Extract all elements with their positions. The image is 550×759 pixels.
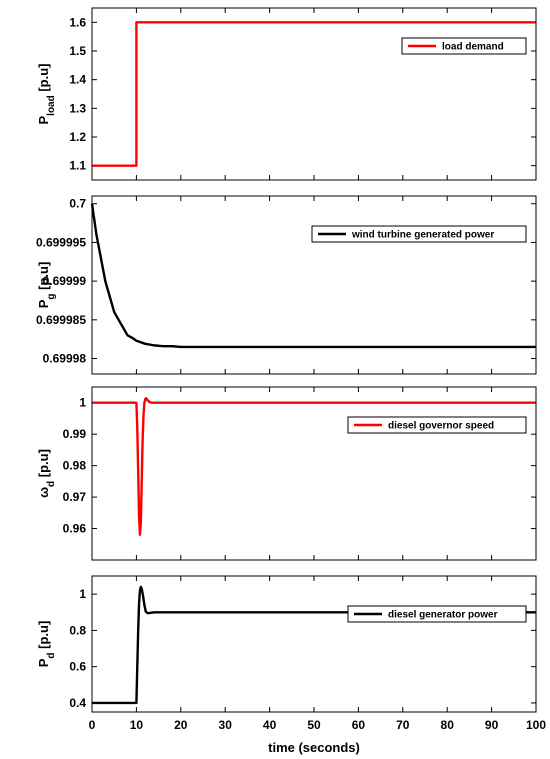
legend-box: [401, 37, 527, 55]
y-tick-label: 0.97: [63, 490, 87, 504]
x-tick-label: 0: [89, 718, 96, 732]
y-tick-label: 1: [79, 587, 86, 601]
legend: wind turbine generated power: [311, 225, 527, 243]
y-tick-label: 0.6: [69, 660, 86, 674]
y-tick-label: 1.3: [69, 101, 86, 115]
y-tick-label: 1.1: [69, 159, 86, 173]
plot-frame: [91, 386, 537, 561]
y-tick-label: 0.8: [69, 623, 86, 637]
x-tick-label: 20: [174, 718, 188, 732]
plot-area: [92, 8, 536, 180]
x-tick-label: 100: [526, 718, 546, 732]
x-tick-label: 40: [263, 718, 277, 732]
x-axis-label: time (seconds): [268, 740, 360, 755]
series-line-1: [92, 585, 536, 705]
y-tick-label: 1.5: [69, 44, 86, 58]
y-tick-label: 0.69998: [43, 352, 87, 366]
x-tick-label: 70: [396, 718, 410, 732]
legend-entry: load demand: [442, 42, 504, 53]
x-tick-label: 80: [441, 718, 455, 732]
legend-box: [311, 225, 527, 243]
plot-frame: [91, 7, 537, 181]
y-axis-label: Pd [p.u]: [36, 621, 57, 668]
y-tick-label: 1: [79, 396, 86, 410]
y-tick-label: 0.699985: [36, 313, 86, 327]
x-tick-label: 60: [352, 718, 366, 732]
legend-entry: wind turbine generated power: [351, 230, 494, 241]
series-line-1: [92, 397, 536, 537]
series-line-1: [90, 203, 536, 349]
plot-area: [92, 576, 536, 712]
subplot-2: 0.69998 0.699985 0.69999 0.699995 0.7 wind tu…: [36, 195, 537, 375]
legend: load demand: [401, 37, 527, 55]
series-line-1: [92, 21, 536, 167]
y-tick-label: 1.6: [69, 15, 86, 29]
y-tick-label: 0.699995: [36, 235, 86, 249]
x-tick-label: 30: [219, 718, 233, 732]
subplot-1: 1.1 1.2 1.3 1.4 1.5 1.6 load demand Pload [p.u]: [36, 7, 537, 181]
y-tick-label: 0.99: [63, 427, 87, 441]
y-tick-label: 0.98: [63, 459, 87, 473]
y-tick-label: 1.4: [69, 73, 86, 87]
y-tick-label: 0.4: [69, 696, 86, 710]
x-tick-label: 90: [485, 718, 499, 732]
y-tick-label: 0.96: [63, 522, 87, 536]
y-tick-label: 0.7: [69, 197, 86, 211]
plot-frame: [91, 575, 537, 713]
legend: diesel governor speed: [347, 416, 527, 434]
subplot-3: 0.96 0.97 0.98 0.99 1 diesel governor speed ωd…: [36, 386, 537, 561]
y-tick-label: 1.2: [69, 130, 86, 144]
y-tick-label: 0.69999: [43, 274, 87, 288]
y-axis-label: Pg [p.u]: [36, 262, 57, 309]
legend-box: [347, 416, 527, 434]
legend-entry: diesel generator power: [388, 610, 498, 621]
y-axis-label: Pload [p.u]: [36, 64, 57, 125]
legend: diesel generator power: [347, 605, 527, 623]
plot-area: [92, 387, 536, 560]
legend-entry: diesel governor speed: [388, 421, 494, 432]
y-axis-label: ωd [p.u]: [36, 449, 57, 498]
legend-box: [347, 605, 527, 623]
plot-frame: [91, 195, 537, 375]
x-tick-label: 50: [307, 718, 321, 732]
x-tick-label: 10: [130, 718, 144, 732]
